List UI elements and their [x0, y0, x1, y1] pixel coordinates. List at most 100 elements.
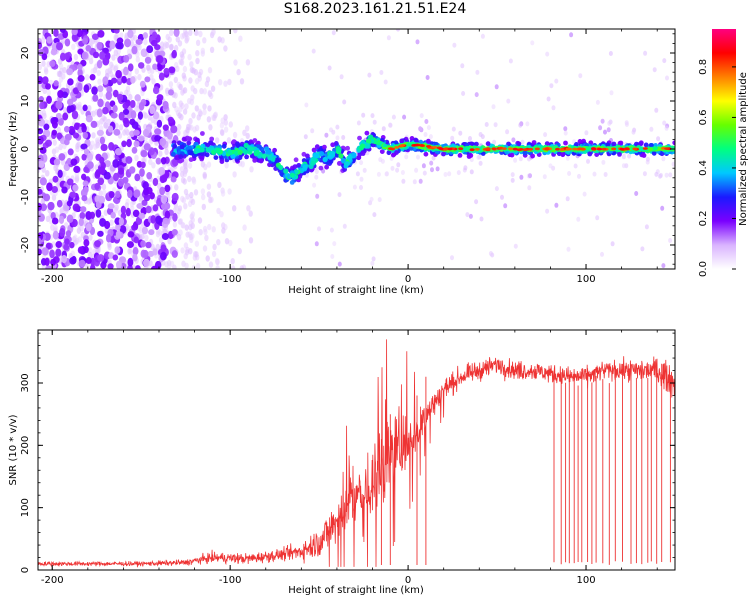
spectrogram-cell — [305, 153, 310, 159]
spectrogram-cell — [531, 140, 537, 145]
spectrogram-cell — [110, 112, 118, 119]
spectrogram-cell — [554, 78, 559, 84]
spectrogram-cell — [65, 230, 72, 237]
spectrogram-cell — [156, 94, 164, 102]
spectrogram-cell — [143, 194, 151, 202]
colorbar-tick-label: 0.6 — [698, 109, 709, 125]
spectrogram-cell — [590, 147, 597, 150]
colorbar-tick-label: 0.0 — [698, 261, 709, 277]
spectrogram-cell — [370, 113, 375, 119]
spectrogram-cell — [69, 191, 77, 198]
spectrogram-cell — [369, 196, 374, 202]
spectrogram-cell — [474, 141, 479, 147]
spectrogram-cell — [55, 42, 64, 51]
spectrogram-cell — [488, 251, 493, 256]
spectrogram-cell — [579, 147, 585, 151]
spectrogram-cell — [137, 73, 142, 81]
spectrogram-cell — [468, 213, 473, 219]
spectrogram-cell — [185, 193, 190, 200]
spectrogram-cell — [94, 170, 101, 179]
spectrogram-cell — [304, 102, 309, 108]
spectrogram-cell — [248, 237, 254, 244]
spectrogram-cell — [56, 70, 62, 78]
spectrogram-cell — [500, 194, 504, 200]
spectrogram-cell — [158, 72, 165, 81]
spectrogram-cell — [173, 29, 180, 37]
spectrogram-cell — [244, 154, 250, 160]
spectrogram-cell — [342, 99, 347, 105]
spectrogram-cell — [105, 233, 112, 243]
spectrogram-y-ticks: -20 -10 0 10 20 — [20, 33, 675, 265]
spectrogram-cell — [151, 31, 158, 39]
spectrogram-cell — [202, 245, 208, 252]
spectrogram-cell — [81, 153, 87, 161]
spectrogram-cell — [232, 205, 237, 212]
spectrogram-cell — [423, 132, 428, 137]
spectrogram-cell — [183, 252, 188, 260]
spectrogram-cell — [43, 193, 51, 202]
spectrogram-cell — [175, 65, 180, 73]
snr-y-ticks: 0 100 200 300 — [20, 332, 675, 573]
spectrogram-cell — [151, 39, 158, 47]
spectrogram-cell — [601, 147, 607, 151]
spectrogram-cell — [102, 106, 109, 115]
spectrogram-cell — [49, 60, 56, 67]
spectrogram-cell — [131, 45, 138, 55]
spectrogram-cell — [371, 256, 376, 262]
spectrogram-cell — [107, 243, 112, 251]
spectrogram-cell — [183, 30, 189, 38]
spectrogram-cell — [63, 125, 70, 133]
snr-series-line — [38, 339, 675, 568]
spectrogram-cell — [73, 234, 78, 241]
spectrogram-cell — [549, 83, 554, 89]
spectrogram-cell — [130, 76, 136, 84]
spectrogram-cell — [640, 246, 645, 252]
spectrogram-cell — [207, 67, 213, 74]
spectrogram-cell — [85, 45, 92, 52]
spectrogram-cell — [559, 148, 565, 151]
spectrogram-cell — [173, 44, 179, 52]
spectrogram-cell — [603, 172, 608, 177]
snr-x-axis-label: Height of straight line (km) — [288, 585, 424, 596]
spectrogram-cell — [377, 197, 382, 203]
spectrogram-cell — [150, 214, 156, 224]
spectrogram-cell — [216, 207, 221, 215]
spectrogram-cell — [96, 129, 104, 137]
spectrogram-cell — [137, 62, 145, 69]
spectrogram-cell — [38, 63, 42, 71]
y-tick-label: 10 — [20, 95, 31, 108]
spectrogram-cell — [390, 165, 395, 171]
spectrogram-cell — [457, 153, 463, 158]
spectrogram-cell — [360, 151, 366, 157]
spectrogram-cell — [202, 103, 207, 110]
spectrogram-cell — [41, 53, 48, 61]
spectrogram-cell — [174, 184, 179, 191]
spectrogram-cell — [519, 174, 524, 180]
spectrogram-cell — [211, 226, 216, 233]
spectrogram-cell — [91, 33, 99, 40]
spectrogram-cell — [168, 81, 174, 88]
spectrogram-cell — [95, 209, 102, 218]
spectrogram-cell — [238, 35, 243, 42]
spectrogram-cell — [631, 129, 636, 135]
spectrogram-cell — [395, 167, 400, 173]
spectrogram-cell — [566, 246, 571, 252]
spectrogram-cell — [603, 129, 607, 135]
spectrogram-cell — [216, 239, 221, 246]
spectrogram-cell — [154, 134, 162, 142]
spectrogram-cell — [278, 164, 284, 171]
spectrogram-cell — [138, 194, 143, 201]
spectrogram-cell — [41, 109, 47, 117]
spectrogram-cell — [72, 132, 80, 139]
spectrogram-cell — [94, 142, 100, 149]
spectrogram-cell — [188, 117, 193, 125]
spectrogram-cell — [101, 115, 106, 122]
spectrogram-cell — [76, 63, 83, 70]
spectrogram-cell — [379, 70, 384, 75]
spectrogram-cell — [66, 178, 74, 186]
spectrogram-cell — [621, 154, 626, 160]
spectrogram-cell — [672, 140, 675, 146]
spectrogram-cell — [135, 38, 143, 45]
spectrogram-cell — [240, 161, 245, 168]
spectrogram-cell — [145, 205, 152, 214]
